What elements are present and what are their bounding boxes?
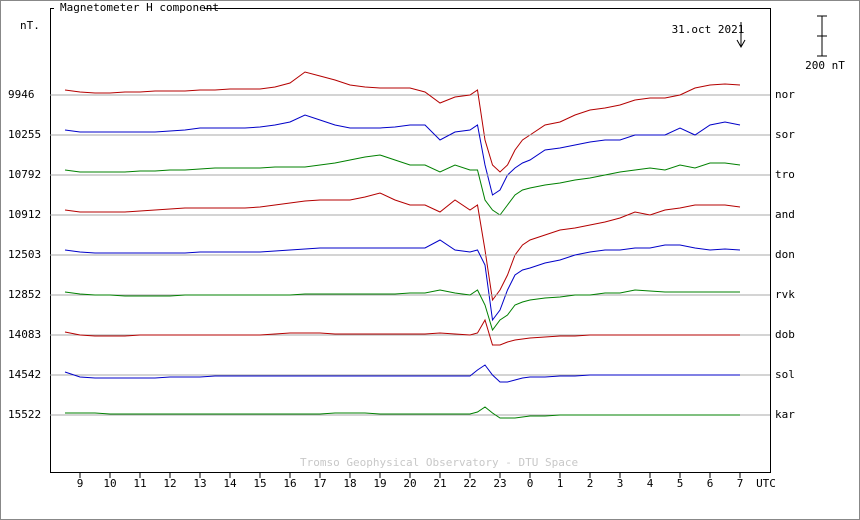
scale-label: 200 nT xyxy=(805,59,845,72)
baseline-label: 14083 xyxy=(8,328,41,341)
station-trace xyxy=(64,71,741,173)
x-tick-label: 21 xyxy=(433,477,446,490)
date-arrow-head xyxy=(736,39,746,49)
chart-title: Magnetometer H component xyxy=(60,1,219,14)
y-unit: nT. xyxy=(20,19,40,32)
x-tick-label: 12 xyxy=(163,477,176,490)
station-name: dob xyxy=(775,328,795,341)
x-tick-label: 1 xyxy=(557,477,564,490)
station-trace xyxy=(65,406,740,419)
x-tick-label: 4 xyxy=(647,477,654,490)
station-trace xyxy=(64,239,741,322)
station-trace xyxy=(64,192,741,302)
x-tick-label: 19 xyxy=(373,477,386,490)
station-name: tro xyxy=(775,168,795,181)
x-tick-label: 2 xyxy=(587,477,594,490)
x-tick-label: 13 xyxy=(193,477,206,490)
x-tick-label: 10 xyxy=(103,477,116,490)
baseline-label: 9946 xyxy=(8,88,35,101)
baseline-label: 12852 xyxy=(8,288,41,301)
credit: Tromso Geophysical Observatory - DTU Spa… xyxy=(300,456,578,469)
baseline-label: 14542 xyxy=(8,368,41,381)
x-tick-label: 23 xyxy=(493,477,506,490)
x-tick-label: 17 xyxy=(313,477,326,490)
x-tick-label: 6 xyxy=(707,477,714,490)
station-trace xyxy=(64,114,741,196)
station-trace xyxy=(64,289,740,332)
x-tick-label: 3 xyxy=(617,477,624,490)
x-tick-label: 0 xyxy=(527,477,534,490)
x-tick-label: 16 xyxy=(283,477,296,490)
x-tick-label: 9 xyxy=(77,477,84,490)
x-tick-label: 5 xyxy=(677,477,684,490)
x-tick-label: 11 xyxy=(133,477,146,490)
x-axis-label: UTC xyxy=(756,477,776,490)
station-name: kar xyxy=(775,408,795,421)
baseline-label: 15522 xyxy=(8,408,41,421)
date-label: 31.oct 2021 xyxy=(672,23,745,36)
baseline-label: 12503 xyxy=(8,248,41,261)
x-tick-label: 15 xyxy=(253,477,266,490)
baseline-label: 10912 xyxy=(8,208,41,221)
station-name: sol xyxy=(775,368,795,381)
x-tick-label: 22 xyxy=(463,477,476,490)
x-tick-label: 20 xyxy=(403,477,416,490)
station-trace xyxy=(64,154,741,216)
baseline-label: 10255 xyxy=(8,128,41,141)
baseline-label: 10792 xyxy=(8,168,41,181)
station-name: and xyxy=(775,208,795,221)
station-trace xyxy=(64,364,740,383)
station-name: rvk xyxy=(775,288,795,301)
station-name: don xyxy=(775,248,795,261)
station-trace xyxy=(64,318,740,346)
title-box xyxy=(54,1,204,14)
station-name: sor xyxy=(775,128,795,141)
x-tick-label: 7 xyxy=(737,477,744,490)
x-tick-label: 18 xyxy=(343,477,356,490)
x-tick-label: 14 xyxy=(223,477,237,490)
station-name: nor xyxy=(775,88,795,101)
